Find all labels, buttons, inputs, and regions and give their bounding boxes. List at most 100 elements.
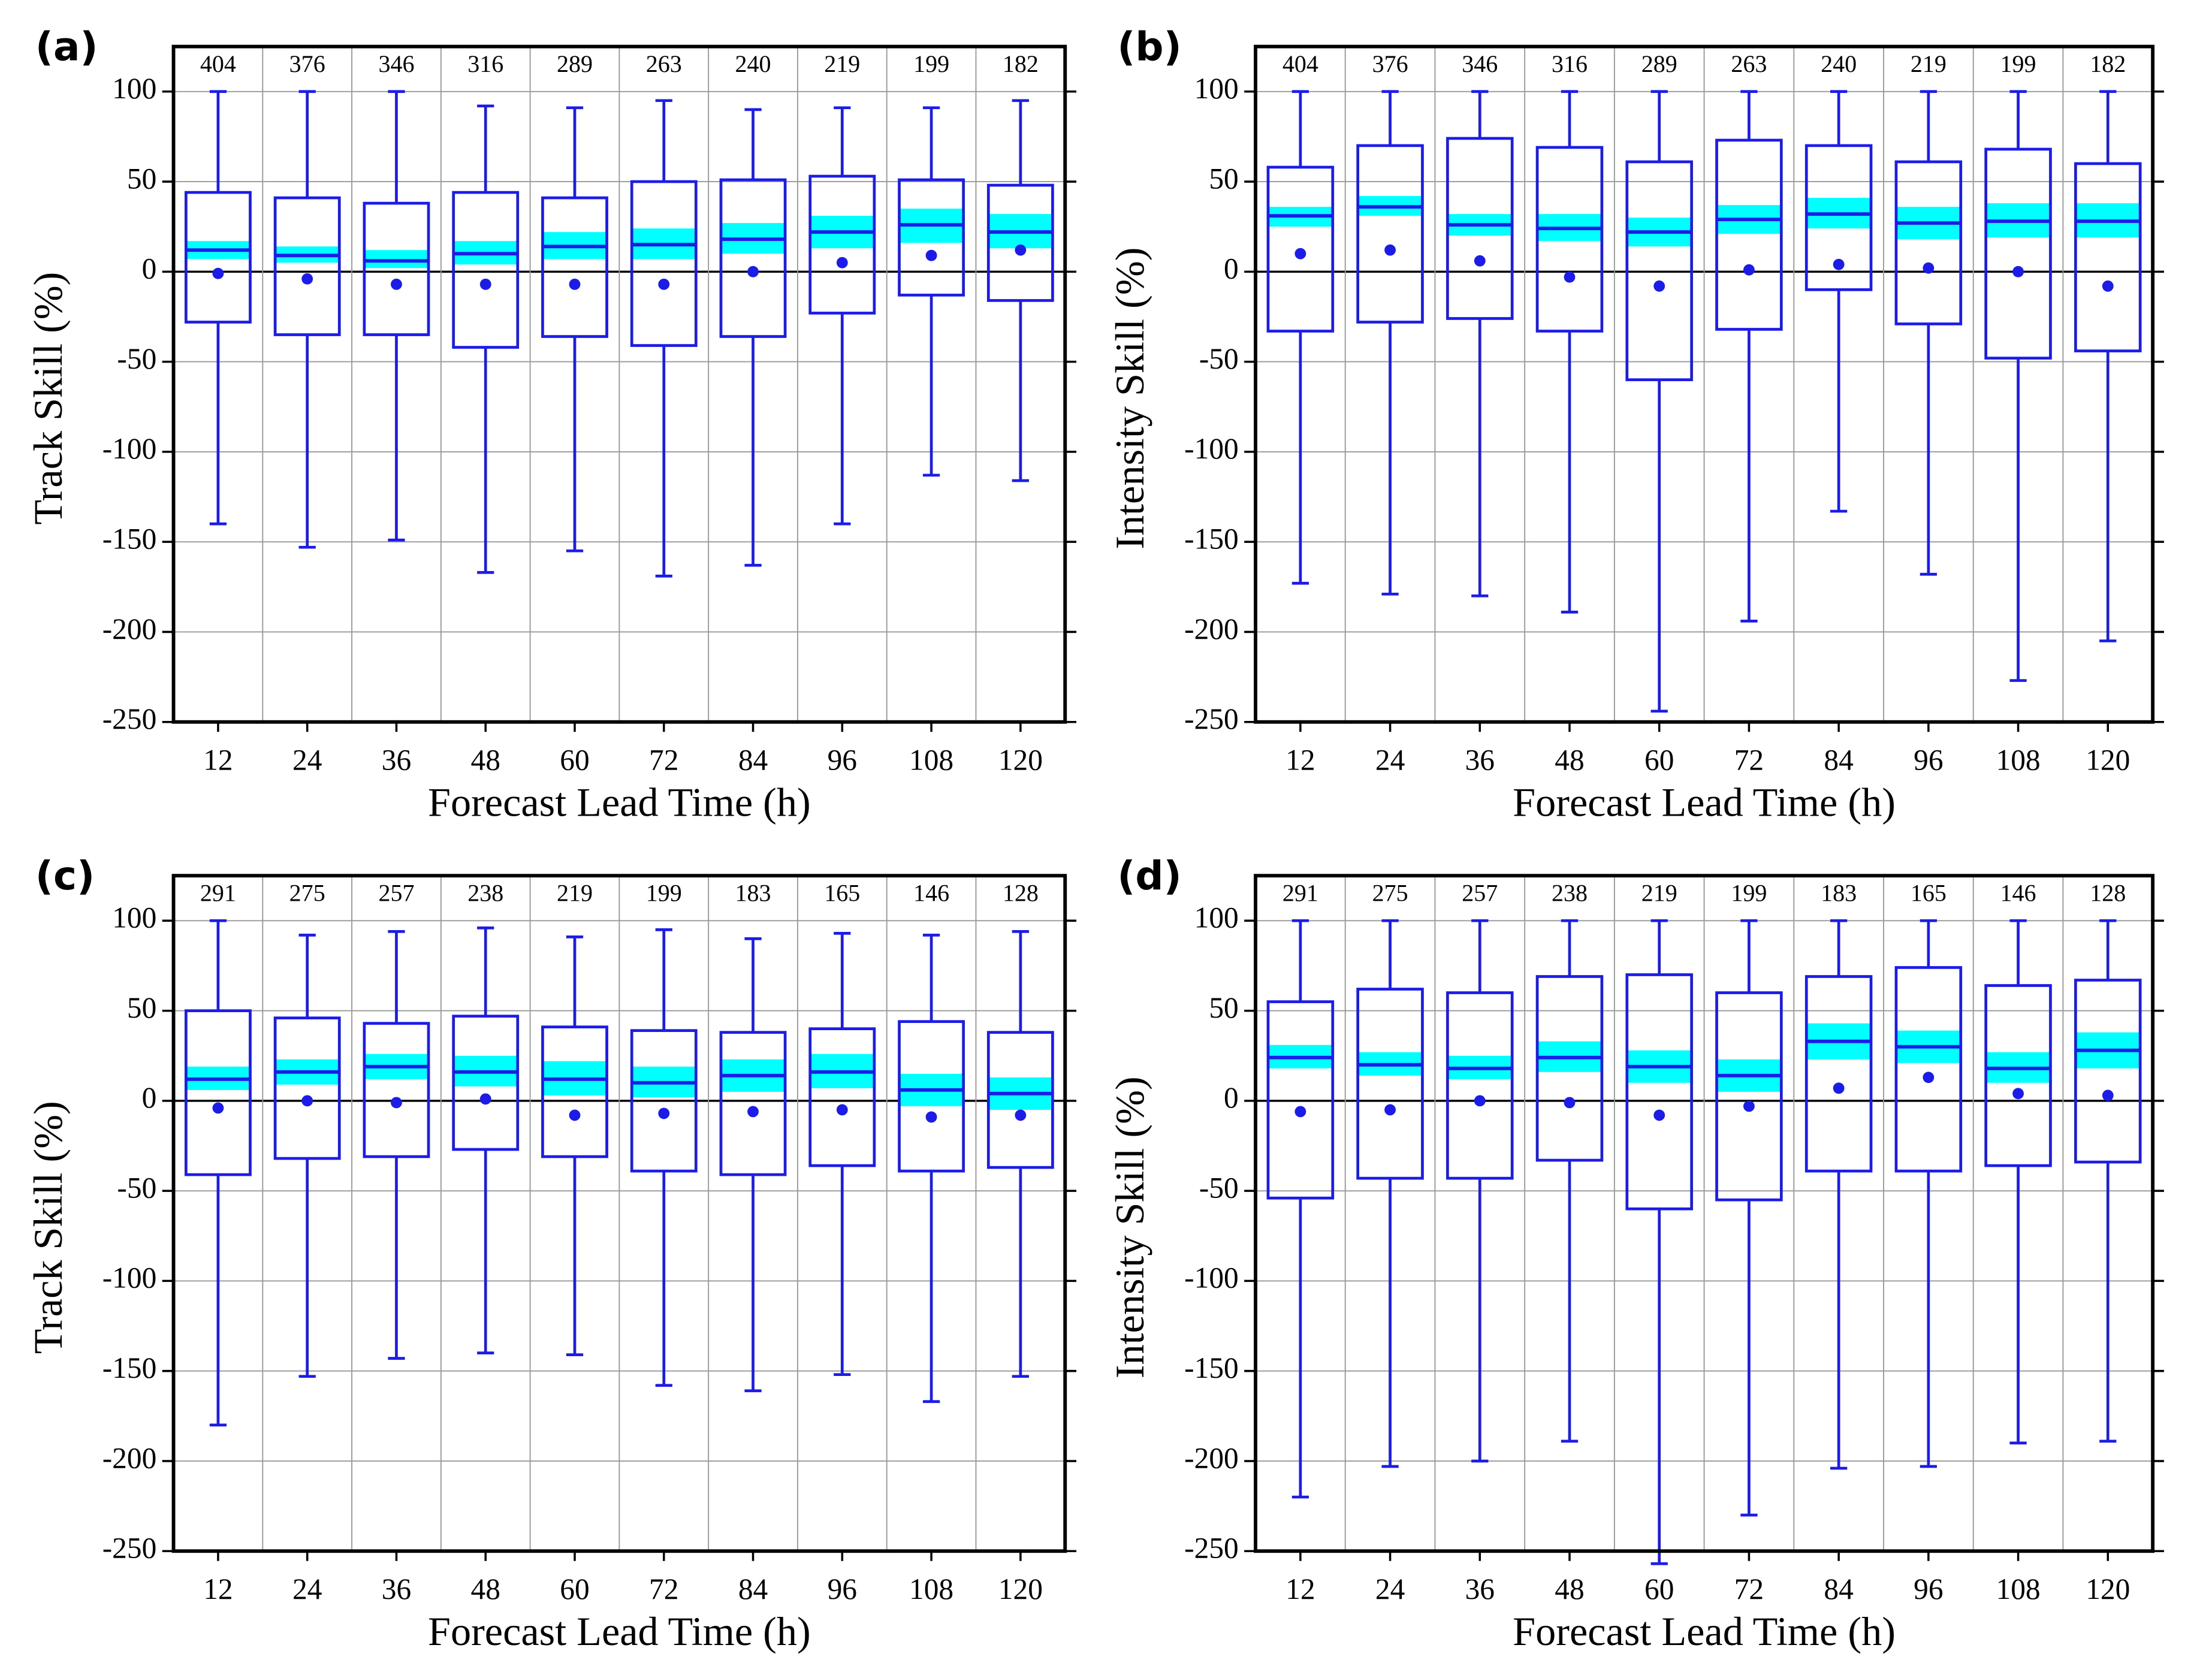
lower-whisker bbox=[209, 322, 227, 526]
upper-whisker bbox=[388, 929, 405, 1024]
y-tick-label: -150 bbox=[1184, 523, 1239, 556]
plot-frame bbox=[1254, 44, 2155, 724]
upper-whisker bbox=[834, 106, 851, 177]
mean-dot bbox=[1294, 248, 1306, 259]
y-tick-label: 0 bbox=[142, 252, 157, 285]
x-axis-label: Forecast Lead Time (h) bbox=[1513, 1608, 1896, 1654]
lower-whisker bbox=[1561, 1160, 1579, 1443]
box bbox=[452, 1015, 520, 1151]
mean-dot bbox=[391, 1097, 402, 1109]
upper-whisker bbox=[1650, 90, 1668, 162]
lower-whisker bbox=[744, 336, 762, 567]
box bbox=[1625, 160, 1693, 382]
x-tick-label: 60 bbox=[1644, 1573, 1674, 1605]
y-tick-label: -200 bbox=[102, 1441, 157, 1474]
box bbox=[1984, 984, 2052, 1167]
y-tick-label: -50 bbox=[117, 1171, 156, 1204]
count-label: 404 bbox=[1282, 50, 1318, 77]
y-tick-label: -200 bbox=[1184, 1441, 1239, 1474]
box bbox=[1625, 973, 1693, 1211]
plot-frame bbox=[171, 44, 1067, 724]
x-tick-label: 48 bbox=[1555, 743, 1584, 776]
upper-whisker bbox=[209, 919, 227, 1011]
mean-dot bbox=[1384, 1104, 1396, 1116]
box bbox=[1715, 138, 1783, 331]
y-tick-label: 0 bbox=[1224, 252, 1239, 285]
count-label: 240 bbox=[735, 50, 771, 77]
upper-whisker bbox=[1012, 929, 1029, 1033]
box bbox=[185, 191, 252, 324]
mean-dot bbox=[747, 1106, 759, 1118]
count-label: 199 bbox=[646, 879, 682, 906]
lower-whisker bbox=[298, 1158, 316, 1378]
y-tick-label: -150 bbox=[102, 1351, 157, 1384]
lower-whisker bbox=[1920, 1171, 1937, 1468]
mean-dot bbox=[569, 1109, 581, 1121]
mean-dot bbox=[212, 267, 224, 279]
mean-dot bbox=[925, 1111, 937, 1123]
box bbox=[1266, 165, 1335, 333]
lower-whisker bbox=[1561, 331, 1579, 614]
x-tick-label: 120 bbox=[2086, 743, 2130, 776]
x-tick-label: 84 bbox=[738, 743, 768, 776]
count-label: 199 bbox=[913, 50, 949, 77]
box bbox=[898, 178, 965, 297]
box bbox=[1984, 147, 2052, 360]
count-label: 291 bbox=[1282, 879, 1318, 906]
y-tick-label: 100 bbox=[1194, 901, 1239, 934]
upper-whisker bbox=[1920, 919, 1937, 968]
median-ci-band bbox=[364, 250, 429, 268]
box bbox=[541, 196, 608, 338]
box bbox=[363, 1022, 430, 1158]
upper-whisker bbox=[1830, 90, 1848, 146]
upper-whisker bbox=[1291, 90, 1309, 168]
panel: -250 -200 -150 -100 -50 0 50 100 12 291 24 275 36 257… bbox=[25, 853, 1077, 1654]
x-tick-label: 48 bbox=[471, 743, 500, 776]
upper-whisker bbox=[1650, 919, 1668, 975]
mean-dot bbox=[2102, 1090, 2114, 1101]
mean-dot bbox=[1923, 262, 1935, 274]
x-tick-label: 60 bbox=[560, 743, 589, 776]
lower-whisker bbox=[209, 1175, 227, 1427]
mean-dot bbox=[925, 249, 937, 261]
x-tick-label: 96 bbox=[828, 743, 857, 776]
x-tick-label: 96 bbox=[1914, 1573, 1943, 1605]
x-tick-label: 84 bbox=[1824, 743, 1853, 776]
mean-dot bbox=[1294, 1106, 1306, 1118]
y-tick-label: -100 bbox=[102, 432, 157, 465]
count-label: 316 bbox=[1552, 50, 1588, 77]
x-tick-label: 108 bbox=[1996, 743, 2041, 776]
box bbox=[2074, 162, 2142, 352]
y-tick-label: -150 bbox=[102, 523, 157, 556]
panel: -250 -200 -150 -100 -50 0 50 100 12 291 24 275 36 257… bbox=[1107, 853, 2164, 1654]
x-tick-label: 36 bbox=[1465, 743, 1495, 776]
x-tick-label: 72 bbox=[1734, 1573, 1764, 1605]
y-axis-label: Track Skill (%) bbox=[25, 1101, 71, 1354]
lower-whisker bbox=[2099, 1162, 2117, 1443]
plot-frame bbox=[1254, 874, 2155, 1553]
box bbox=[273, 1016, 341, 1160]
mean-dot bbox=[1564, 271, 1576, 283]
x-axis-label: Forecast Lead Time (h) bbox=[1513, 780, 1896, 825]
x-tick-label: 36 bbox=[382, 743, 411, 776]
box bbox=[630, 1029, 698, 1173]
x-tick-label: 24 bbox=[292, 743, 322, 776]
count-label: 238 bbox=[1552, 879, 1588, 906]
box bbox=[1535, 975, 1604, 1162]
x-tick-label: 108 bbox=[909, 1573, 953, 1605]
panel: -250 -200 -150 -100 -50 0 50 100 12 404 24 376 36 346… bbox=[25, 23, 1077, 825]
y-tick-label: -50 bbox=[1199, 342, 1239, 375]
count-label: 263 bbox=[646, 50, 682, 77]
upper-whisker bbox=[1561, 919, 1579, 977]
mean-dot bbox=[479, 278, 491, 290]
upper-whisker bbox=[566, 935, 584, 1027]
panel-label: (a) bbox=[35, 23, 98, 70]
upper-whisker bbox=[1471, 90, 1489, 138]
mean-dot bbox=[1384, 244, 1396, 256]
box bbox=[986, 1031, 1054, 1169]
y-tick-label: -150 bbox=[1184, 1351, 1239, 1384]
lower-whisker bbox=[2009, 1166, 2027, 1445]
count-label: 146 bbox=[2000, 879, 2036, 906]
mean-dot bbox=[836, 256, 848, 268]
x-tick-label: 96 bbox=[828, 1573, 857, 1605]
